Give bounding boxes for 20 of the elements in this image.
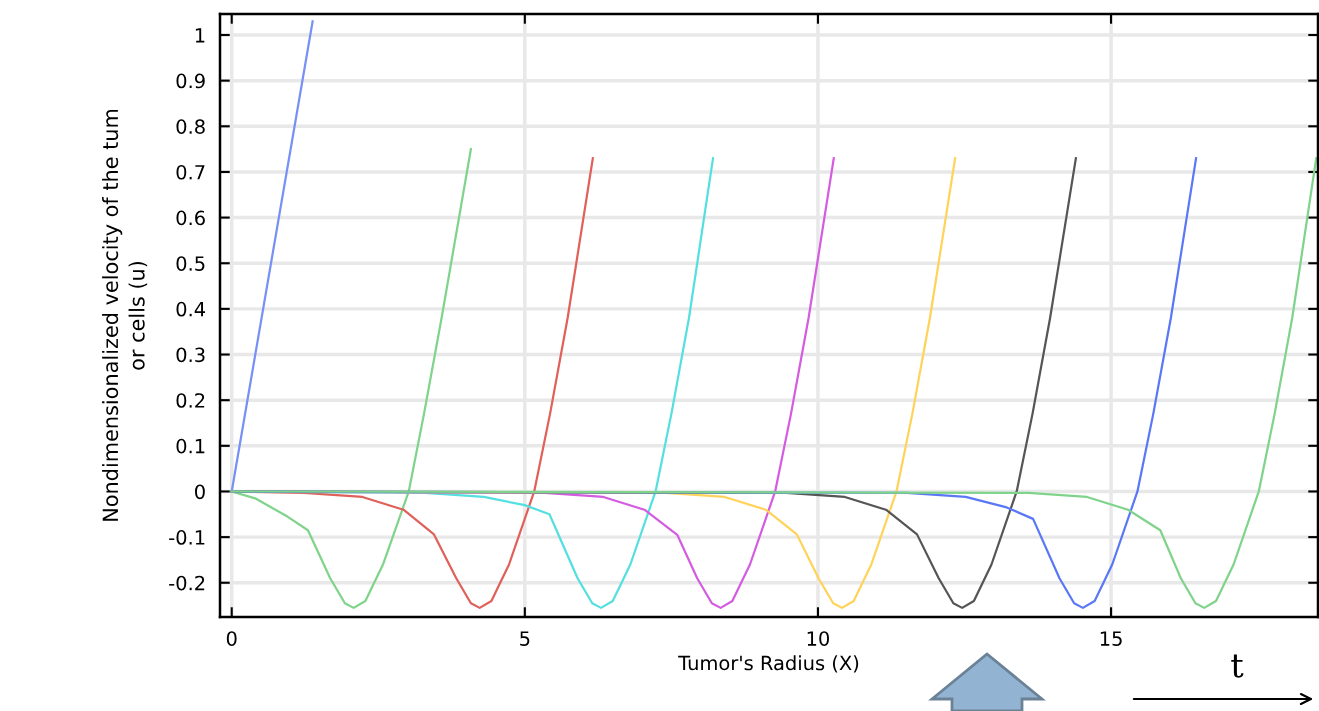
x-tick-label: 15 [1100,631,1122,646]
y-tick-label: 0.6 [176,210,205,226]
y-tick-label: 0.7 [176,164,205,180]
y-tick-label: 0.1 [176,438,205,454]
text: t [1231,654,1244,678]
x-tick-label: 10 [807,631,830,646]
x-axis-title: Tumor's Radius (X) [678,655,859,673]
x-tick-label: 0 [226,631,237,646]
y-tick-label: 0.5 [176,256,205,271]
y-tick-label: 0.9 [176,73,205,89]
y-tick-label: 0.4 [176,301,206,317]
y-tick-label: 1 [195,28,205,43]
x-tick-label: 5 [520,631,530,646]
y-tick-label: 0.8 [176,119,205,134]
y-axis-title: Nondimensionalized velocity of the tum or cells (u) [102,109,148,521]
y-tick-label: 0.3 [176,347,205,363]
y-tick-label: -0.2 [169,575,205,591]
y-tick-label: 0.2 [176,393,205,408]
y-tick-label: 0 [195,484,205,500]
y-tick-label: -0.1 [169,530,205,545]
